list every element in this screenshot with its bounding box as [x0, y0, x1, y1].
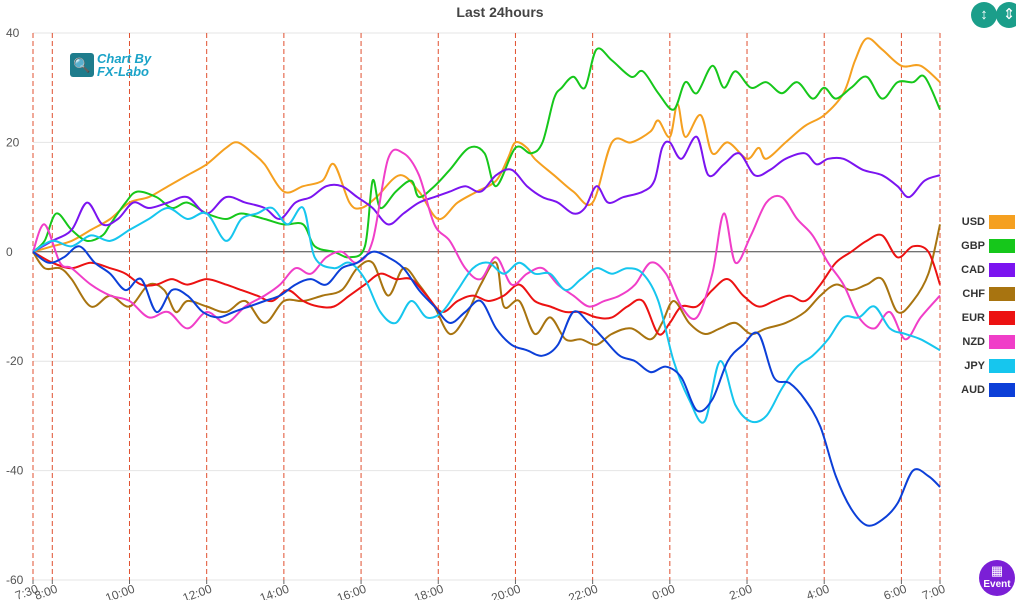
y-tick-label: 40 [6, 26, 20, 40]
y-tick-label: 20 [6, 135, 20, 149]
legend-item-nzd[interactable]: NZD [948, 330, 1015, 354]
legend-item-jpy[interactable]: JPY [948, 354, 1015, 378]
watermark-logo: 🔍 Chart By FX-Labo [70, 52, 151, 78]
series-line-usd [32, 37, 941, 253]
series-lines [32, 37, 941, 527]
legend-label: GBP [961, 240, 985, 252]
legend-swatch [989, 335, 1015, 349]
legend-item-gbp[interactable]: GBP [948, 234, 1015, 258]
x-tick-label: 6:00 [882, 582, 909, 600]
x-tick-label: 12:00 [181, 582, 214, 600]
legend-item-aud[interactable]: AUD [948, 378, 1015, 402]
y-tick-label: -60 [6, 573, 24, 587]
series-line-gbp [32, 47, 941, 259]
legend-swatch [989, 287, 1015, 301]
x-tick-label: 20:00 [489, 582, 522, 600]
x-tick-label: 18:00 [412, 582, 445, 600]
y-axis: 40 20 0 -20 -40 -60 [6, 26, 24, 587]
watermark-line-2: FX-Labo [97, 64, 149, 79]
y-tick-label: -20 [6, 354, 24, 368]
legend-swatch [989, 359, 1015, 373]
event-button-label: Event [983, 579, 1011, 590]
event-button[interactable]: ▦ Event [979, 560, 1015, 596]
legend-item-chf[interactable]: CHF [948, 282, 1015, 306]
grid [33, 32, 940, 581]
x-tick-label: 22:00 [567, 582, 600, 600]
legend-label: CAD [961, 264, 985, 276]
series-line-nzd [32, 148, 941, 341]
legend: USD GBP CAD CHF EUR NZD JPY AUD [948, 210, 1015, 402]
legend-swatch [989, 383, 1015, 397]
magnifier-chart-icon: 🔍 [70, 53, 94, 77]
legend-label: NZD [962, 336, 985, 348]
x-tick-label: 7:00 [920, 582, 947, 600]
x-tick-label: 7:30 [13, 582, 40, 600]
x-axis: 7:308:00 10:00 12:00 14:00 16:00 18:00 20:00 22… [13, 580, 947, 600]
legend-label: EUR [961, 312, 985, 324]
legend-label: AUD [961, 384, 985, 396]
x-tick-label: 8:00 [33, 582, 60, 600]
chart-title: Last 24hours [456, 4, 544, 20]
x-tick-label: 2:00 [727, 582, 754, 600]
x-tick-label: 4:00 [804, 582, 831, 600]
series-line-jpy [32, 206, 941, 424]
legend-item-cad[interactable]: CAD [948, 258, 1015, 282]
expand-vertical-icon: ⇕ [1002, 6, 1016, 23]
legend-swatch [989, 311, 1015, 325]
series-line-eur [32, 233, 941, 336]
y-tick-label: 0 [6, 245, 13, 259]
x-tick-label: 16:00 [335, 582, 368, 600]
legend-item-eur[interactable]: EUR [948, 306, 1015, 330]
legend-label: USD [961, 216, 985, 228]
legend-swatch [989, 239, 1015, 253]
legend-item-usd[interactable]: USD [948, 210, 1015, 234]
legend-label: CHF [962, 288, 985, 300]
x-tick-label: 10:00 [104, 582, 137, 600]
time-markers [32, 33, 941, 580]
x-tick-label: 0:00 [650, 582, 677, 600]
legend-swatch [989, 263, 1015, 277]
legend-label: JPY [964, 360, 985, 372]
y-tick-label: -40 [6, 464, 24, 478]
compress-vertical-button[interactable]: ↕ [971, 2, 997, 28]
series-line-cad [32, 135, 941, 253]
watermark-line-1: Chart By [97, 51, 152, 66]
series-line-chf [32, 224, 941, 346]
compress-vertical-icon: ↕ [980, 6, 988, 23]
legend-swatch [989, 215, 1015, 229]
calendar-icon: ▦ [990, 563, 1004, 578]
series-line-aud [32, 245, 941, 527]
expand-vertical-button[interactable]: ⇕ [996, 2, 1016, 28]
x-tick-label: 14:00 [258, 582, 291, 600]
